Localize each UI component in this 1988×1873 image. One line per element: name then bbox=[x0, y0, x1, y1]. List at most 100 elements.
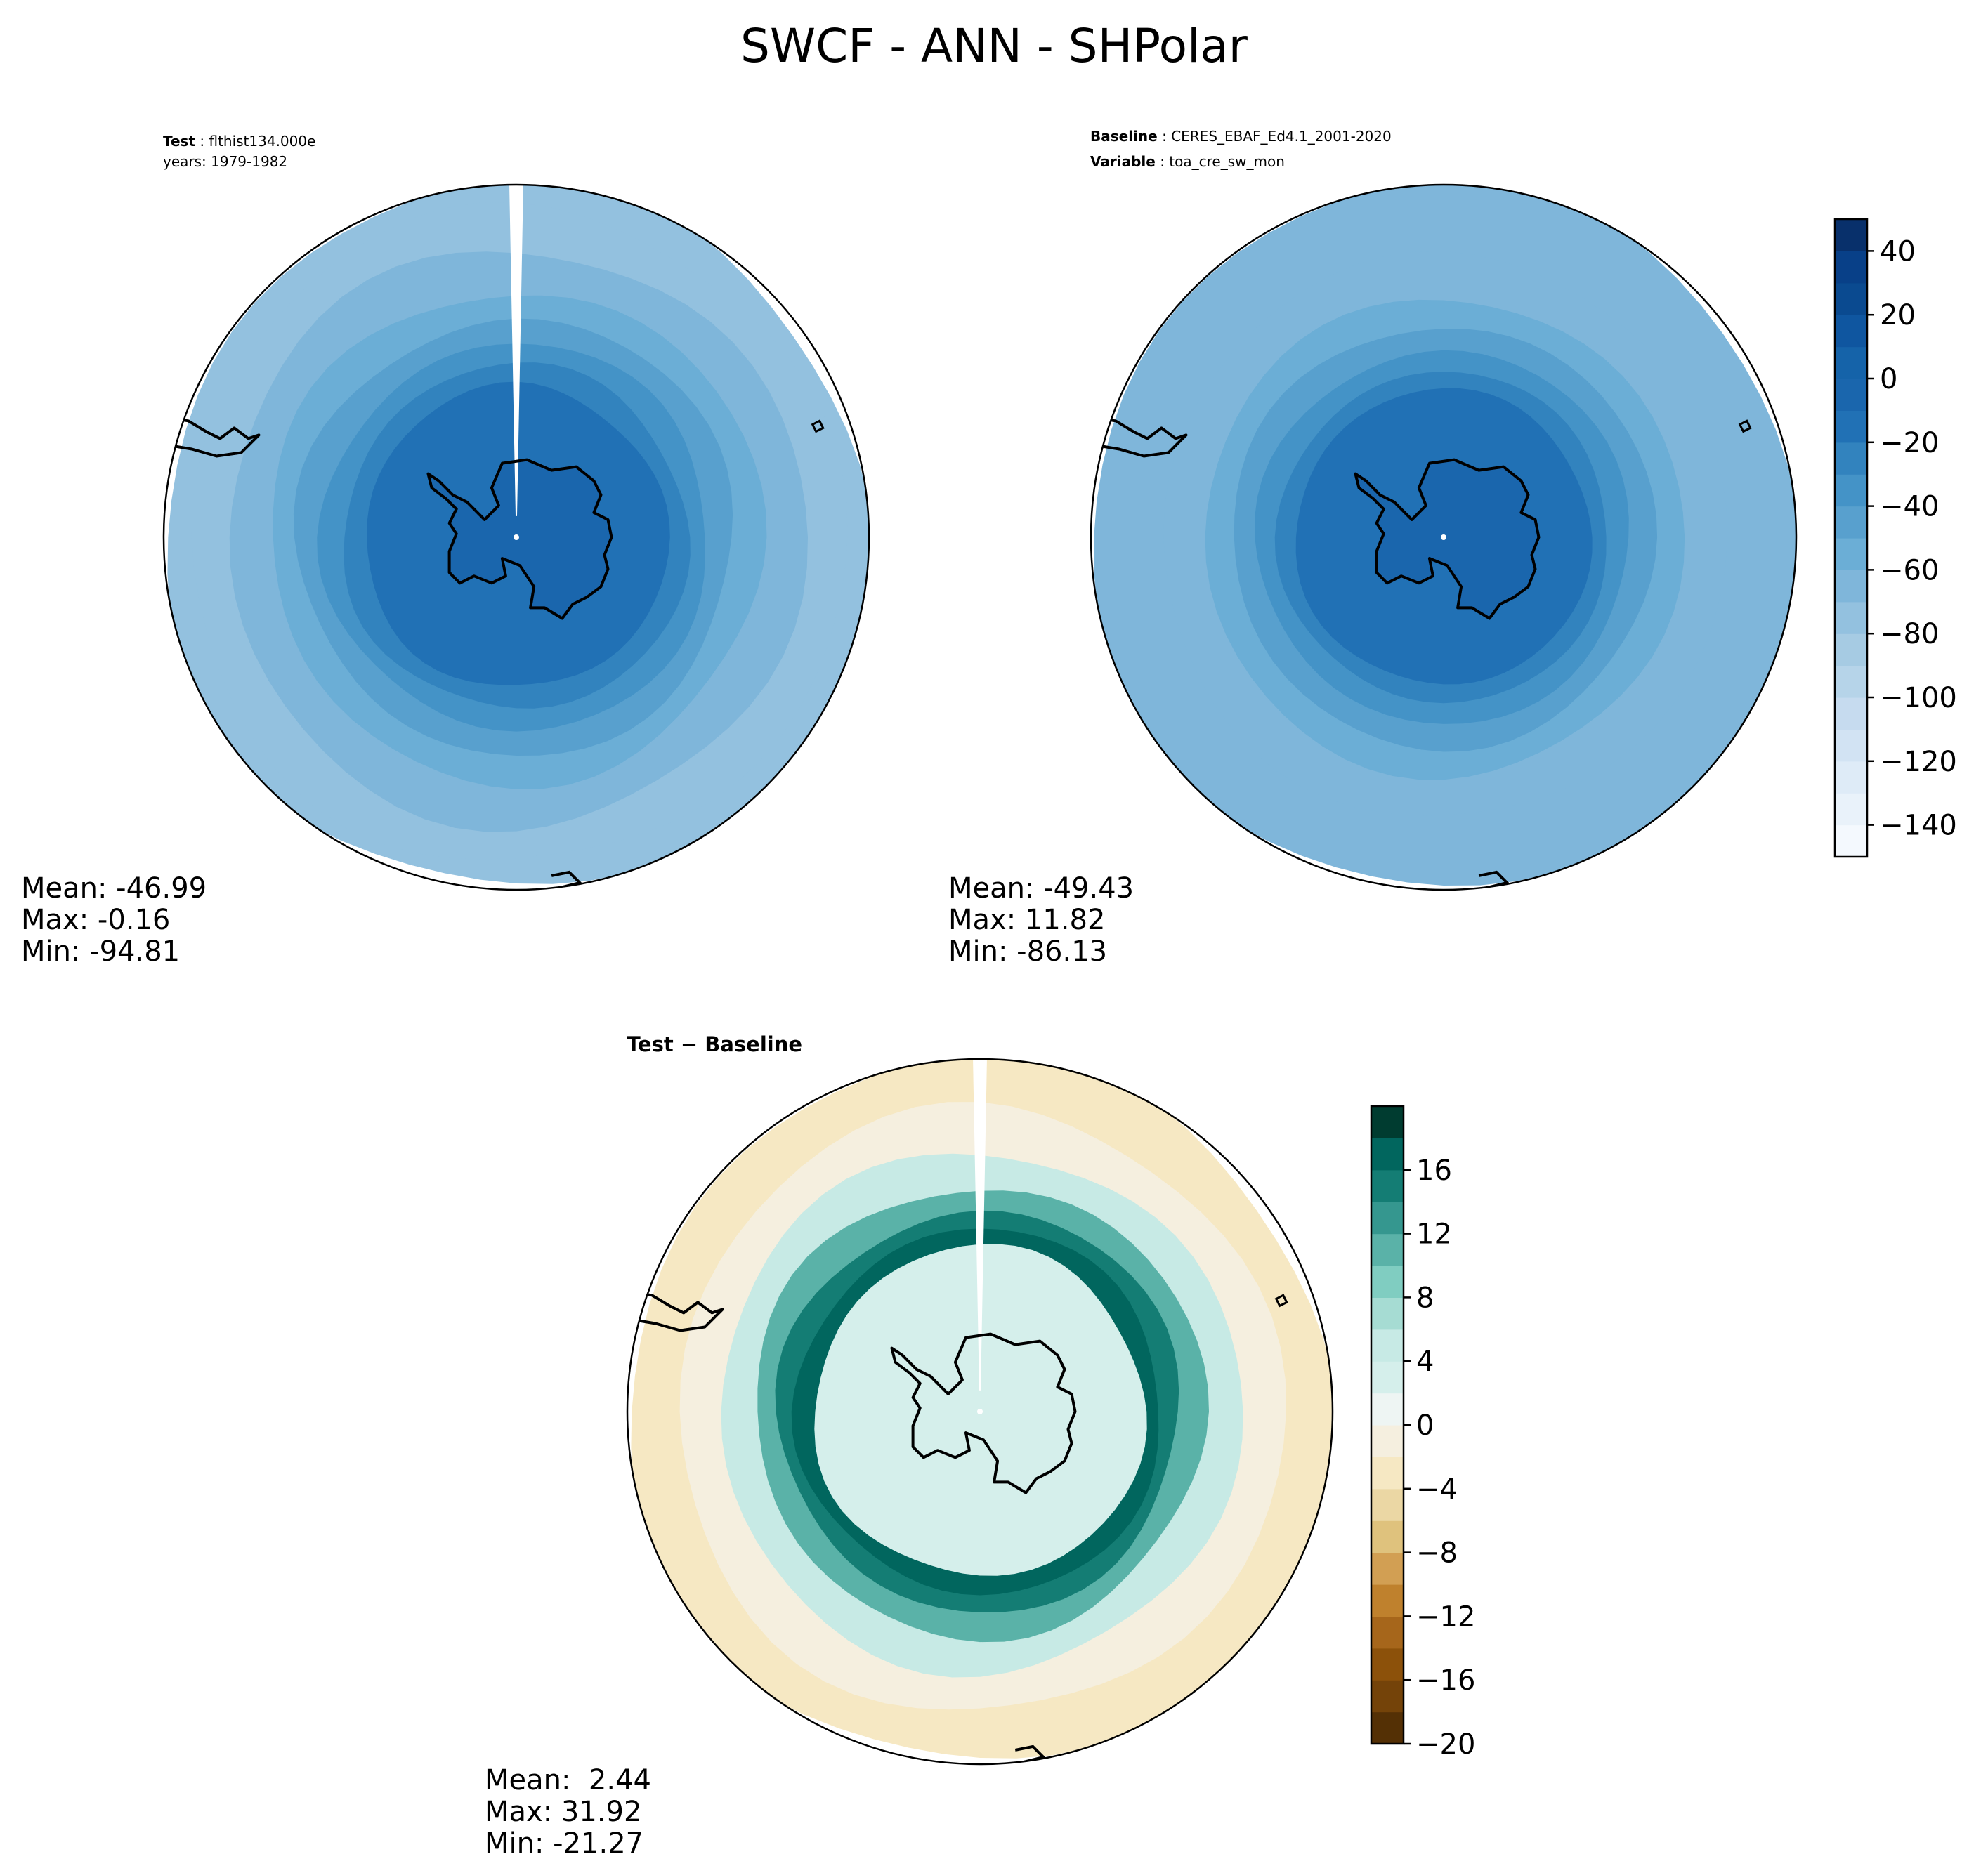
colorbar-frame bbox=[1833, 218, 1869, 858]
colorbar-tick-label: −16 bbox=[1416, 1664, 1475, 1697]
colorbar-swatch bbox=[1835, 315, 1867, 348]
colorbar-tick-label: −20 bbox=[1416, 1728, 1475, 1761]
colorbar-swatch bbox=[1371, 1520, 1404, 1553]
colorbar-swatch bbox=[1835, 761, 1867, 794]
colorbar-tick-label: −120 bbox=[1880, 746, 1957, 778]
missing-data-strip bbox=[973, 1059, 987, 1391]
colorbar-tick-label: −4 bbox=[1416, 1473, 1458, 1506]
colorbar-tick-label: 12 bbox=[1416, 1218, 1452, 1251]
colorbar-swatch bbox=[1371, 1616, 1404, 1649]
map-field bbox=[627, 1059, 1333, 1764]
colorbar-swatch bbox=[1371, 1266, 1404, 1298]
colorbar-tick-label: 8 bbox=[1416, 1282, 1434, 1314]
island-coastline bbox=[1274, 1294, 1288, 1308]
colorbar-swatch bbox=[1835, 633, 1867, 666]
difference-stat-max: Max: 31.92 bbox=[485, 1796, 641, 1828]
colorbar-tick-label: −8 bbox=[1416, 1537, 1458, 1570]
antarctica-coastline bbox=[1354, 458, 1541, 620]
colorbar-swatch bbox=[1835, 665, 1867, 698]
baseline-colorbar: 40 20 0 −20 −40 −60 −80 −100 −120 −140 bbox=[1833, 218, 1957, 858]
colorbar-swatch bbox=[1371, 1106, 1404, 1138]
colorbar-swatch bbox=[1835, 506, 1867, 539]
colorbar-tick-label: 20 bbox=[1880, 299, 1916, 331]
colorbar-tick-label: 40 bbox=[1880, 235, 1916, 268]
colorbar-swatch bbox=[1371, 1138, 1404, 1171]
colorbar-swatch bbox=[1371, 1488, 1404, 1521]
colorbar-swatch bbox=[1371, 1361, 1404, 1394]
colorbar-swatch bbox=[1371, 1680, 1404, 1713]
south-pole-marker bbox=[1441, 534, 1446, 540]
test-stat-mean: Mean: -46.99 bbox=[21, 872, 207, 905]
colorbar-tick-label: 4 bbox=[1416, 1346, 1434, 1378]
colorbar-swatch bbox=[1835, 474, 1867, 507]
colorbar-tick-label: −100 bbox=[1880, 682, 1957, 714]
difference-stat-min: Min: -21.27 bbox=[485, 1827, 643, 1860]
colorbar-swatch bbox=[1835, 219, 1867, 251]
baseline-stat-mean: Mean: -49.43 bbox=[948, 872, 1134, 905]
difference-caption: Test − Baseline bbox=[627, 1032, 802, 1056]
island-coastline bbox=[811, 419, 825, 433]
colorbar-swatch bbox=[1835, 251, 1867, 284]
baseline-stat-min: Min: -86.13 bbox=[948, 935, 1107, 968]
baseline-stat-max: Max: 11.82 bbox=[948, 904, 1105, 936]
antarctica-fill bbox=[1355, 459, 1539, 619]
colorbar-swatch bbox=[1371, 1552, 1404, 1585]
colorbar-tick-label: 0 bbox=[1416, 1409, 1434, 1442]
colorbar-swatch bbox=[1371, 1584, 1404, 1617]
test-panel: Test : flthist134.000e years: 1979-1982 … bbox=[21, 133, 870, 968]
difference-colorbar: 16 12 8 4 0 −4 −8 −12 −16 −20 bbox=[1370, 1105, 1475, 1761]
missing-data-strip bbox=[509, 185, 523, 516]
antarctica-coastline bbox=[426, 458, 613, 620]
colorbar-swatch bbox=[1835, 282, 1867, 315]
colorbar-swatch bbox=[1371, 1711, 1404, 1744]
test-stat-min: Min: -94.81 bbox=[21, 935, 180, 968]
colorbar-swatch bbox=[1835, 601, 1867, 634]
colorbar-swatch bbox=[1835, 346, 1867, 379]
south-america-coastline bbox=[164, 416, 261, 458]
baseline-caption-line1: Baseline : CERES_EBAF_Ed4.1_2001-2020 bbox=[1090, 128, 1392, 145]
map-field bbox=[1091, 185, 1796, 890]
map-field bbox=[164, 185, 869, 890]
figure-title: SWCF - ANN - SHPolar bbox=[740, 19, 1248, 73]
colorbar-swatch bbox=[1371, 1393, 1404, 1426]
colorbar-swatch bbox=[1371, 1329, 1404, 1362]
south-pole-marker bbox=[514, 534, 519, 540]
colorbar-swatch bbox=[1371, 1425, 1404, 1457]
colorbar-swatch bbox=[1371, 1169, 1404, 1202]
colorbar-swatch bbox=[1835, 793, 1867, 826]
colorbar-swatch bbox=[1835, 410, 1867, 443]
colorbar-swatch bbox=[1371, 1297, 1404, 1330]
colorbar-tick-label: 16 bbox=[1416, 1155, 1452, 1187]
south-america-coastline bbox=[627, 1290, 724, 1332]
difference-panel: Test − Baseline Mean: 2.44 Max: 31.92 Mi… bbox=[485, 1032, 1475, 1860]
test-stat-max: Max: -0.16 bbox=[21, 904, 170, 936]
colorbar-swatch bbox=[1835, 442, 1867, 475]
map-boundary bbox=[1090, 183, 1798, 891]
south-pole-marker bbox=[977, 1409, 983, 1414]
colorbar-swatch bbox=[1835, 570, 1867, 603]
south-america-coastline bbox=[1091, 416, 1188, 458]
colorbar-tick-label: −140 bbox=[1880, 810, 1957, 842]
difference-polar-map bbox=[626, 1058, 1334, 1766]
colorbar-tick-label: −12 bbox=[1416, 1601, 1475, 1633]
baseline-panel: Baseline : CERES_EBAF_Ed4.1_2001-2020 Va… bbox=[948, 128, 1957, 968]
test-caption-line2: years: 1979-1982 bbox=[163, 153, 287, 170]
map-boundary bbox=[162, 183, 870, 891]
antarctica-coastline bbox=[890, 1332, 1077, 1494]
colorbar-swatch bbox=[1835, 379, 1867, 411]
colorbar-swatch bbox=[1835, 729, 1867, 762]
colorbar-tick-label: 0 bbox=[1880, 363, 1897, 395]
map-boundary bbox=[626, 1058, 1334, 1766]
colorbar-swatch bbox=[1371, 1648, 1404, 1681]
colorbar-tick-label: −80 bbox=[1880, 618, 1939, 650]
colorbar-swatch bbox=[1835, 824, 1867, 857]
difference-stat-mean: Mean: 2.44 bbox=[485, 1764, 651, 1796]
colorbar-swatch bbox=[1371, 1202, 1404, 1235]
antarctica-fill bbox=[891, 1334, 1075, 1493]
test-polar-map bbox=[162, 183, 870, 891]
colorbar-swatch bbox=[1835, 538, 1867, 570]
colorbar-tick-label: −20 bbox=[1880, 427, 1939, 459]
colorbar-swatch bbox=[1371, 1457, 1404, 1490]
test-caption-line1: Test : flthist134.000e bbox=[163, 133, 315, 150]
